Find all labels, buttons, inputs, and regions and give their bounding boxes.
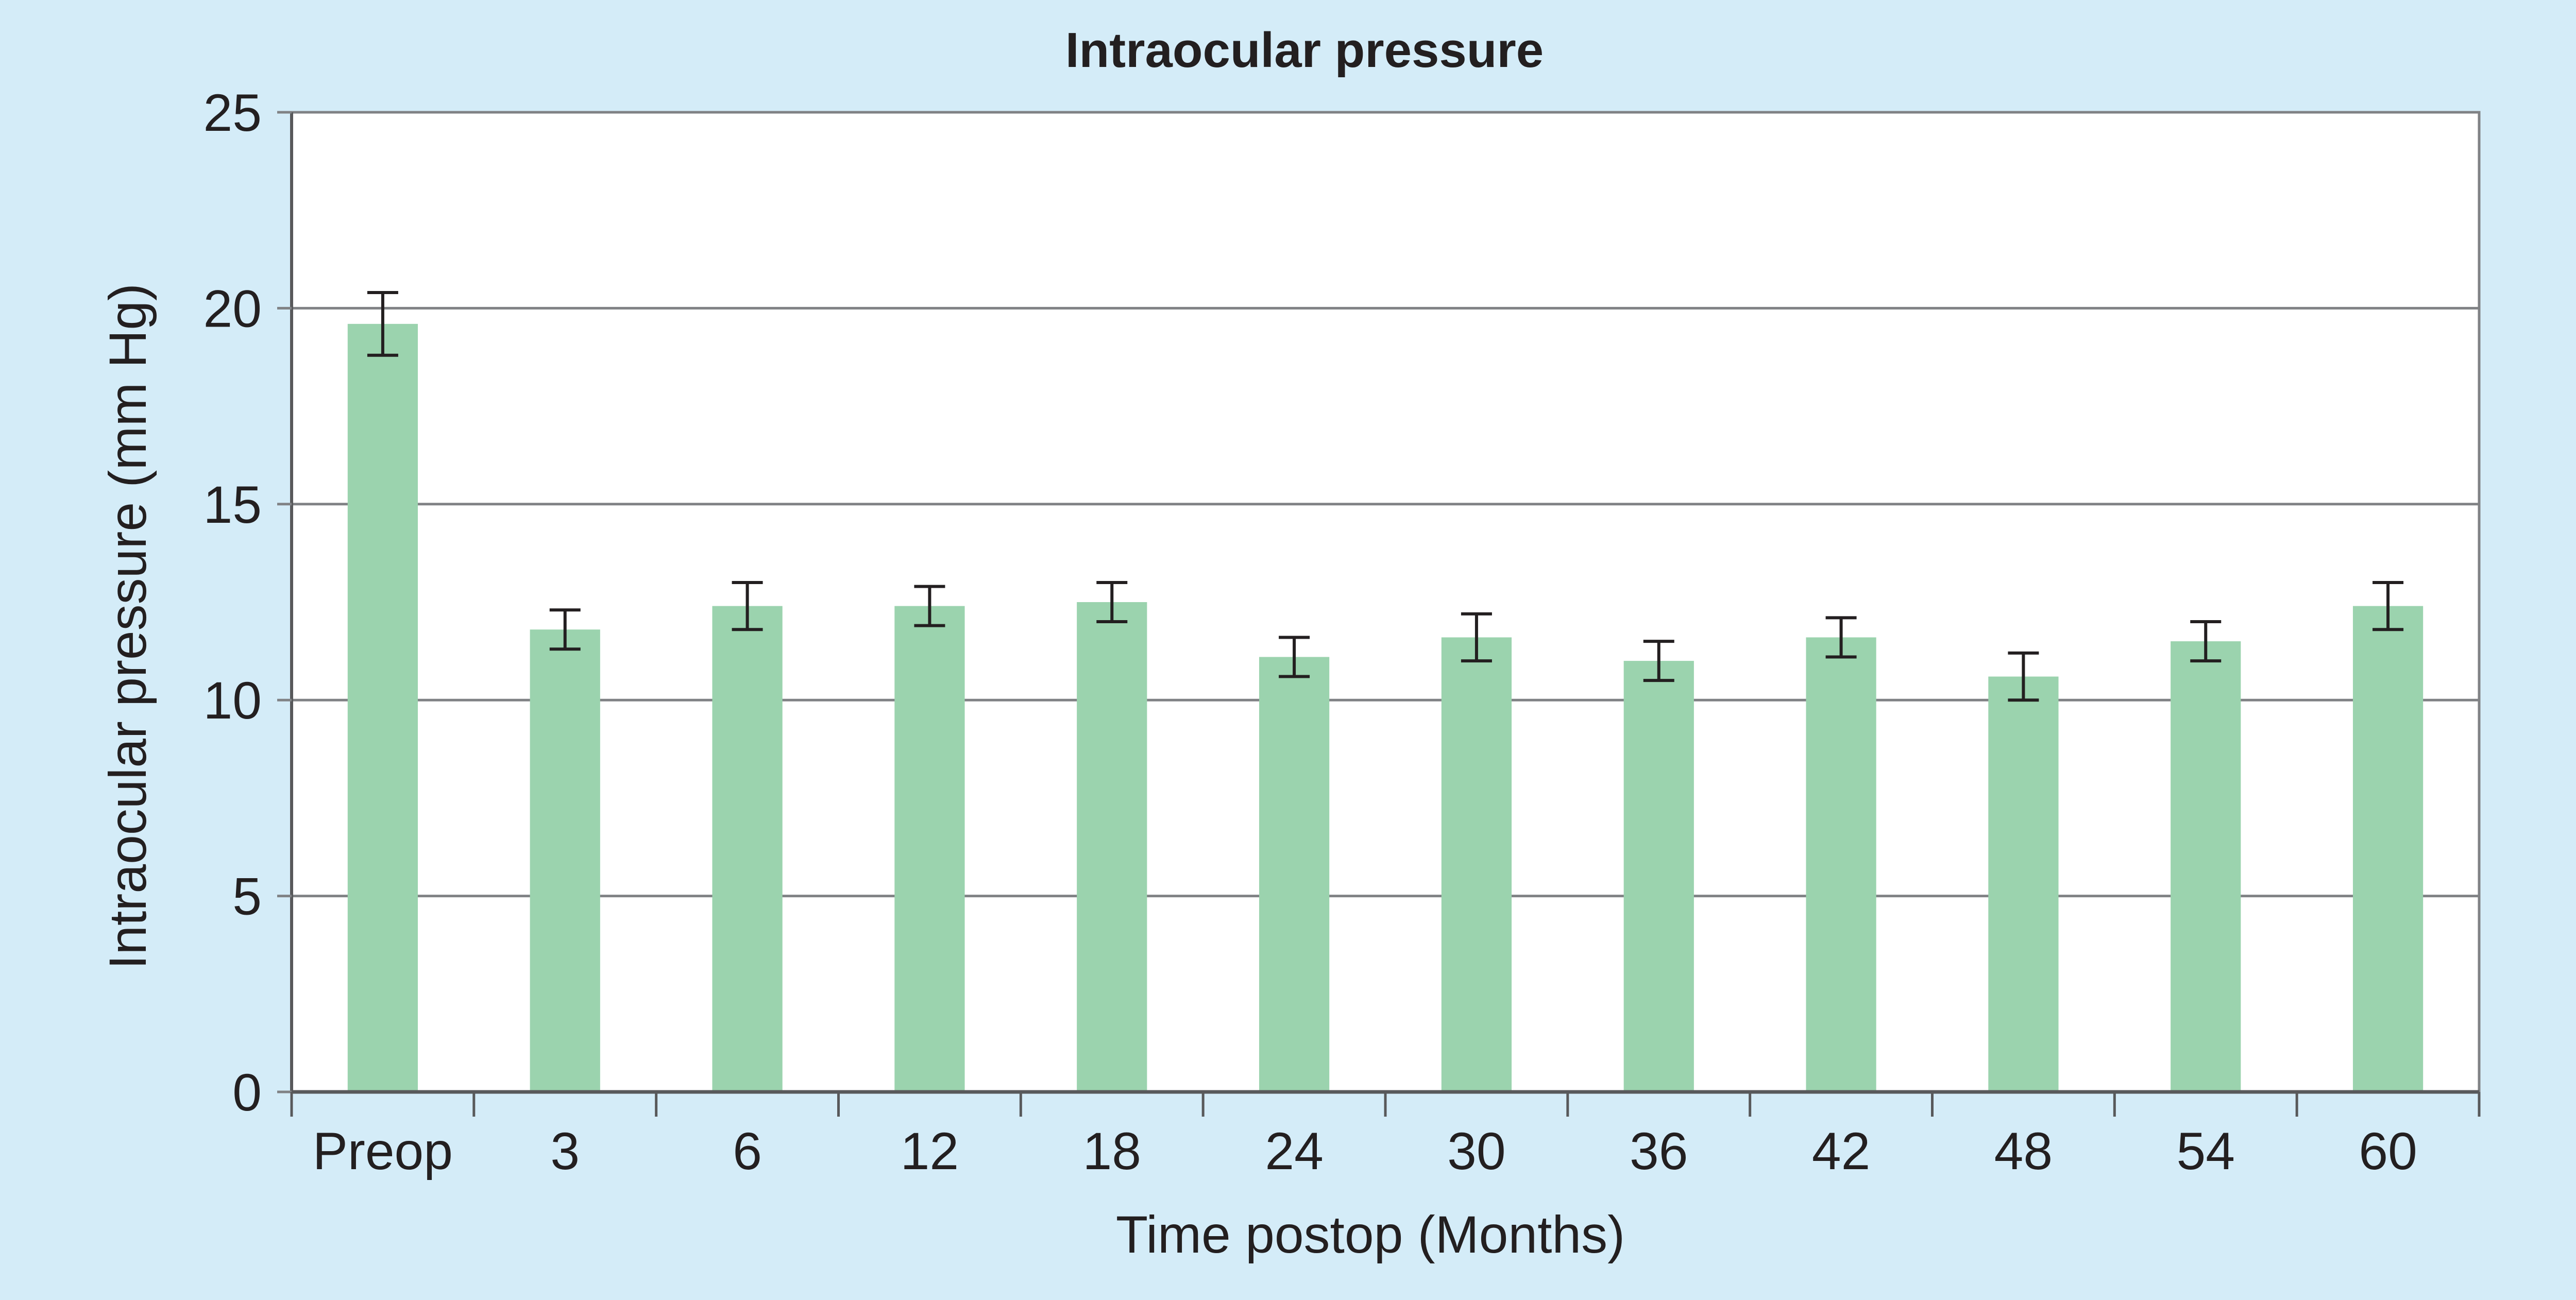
- x-tick-label: 3: [550, 1122, 580, 1181]
- x-tick-label: 30: [1447, 1122, 1505, 1181]
- chart-title: Intraocular pressure: [1065, 23, 1544, 78]
- error-bar: [1825, 616, 1857, 659]
- x-tick-label: 36: [1630, 1122, 1688, 1181]
- bar-6: [712, 606, 783, 1092]
- error-bar: [1096, 580, 1128, 624]
- x-tick-label: Preop: [313, 1122, 453, 1181]
- bar-48: [1988, 676, 2059, 1092]
- error-bar: [549, 608, 581, 651]
- bar-30: [1441, 637, 1512, 1092]
- x-tick-label: 24: [1265, 1122, 1323, 1181]
- bars: [347, 323, 2424, 1092]
- bar-3: [530, 629, 600, 1092]
- gridlines: [292, 111, 2479, 898]
- x-tick-label: 42: [1812, 1122, 1870, 1181]
- y-tick-label: 5: [232, 867, 262, 926]
- bar-36: [1623, 661, 1694, 1092]
- error-bar: [2008, 651, 2039, 702]
- bar-18: [1077, 602, 1147, 1092]
- y-tick-labels: 0 5 10 15 20 25: [204, 83, 292, 1122]
- x-tick-labels: Preop 3 6 12 18 24 30 36 42 48 54 60: [290, 1092, 2481, 1181]
- x-tick-label: 18: [1083, 1122, 1141, 1181]
- x-tick-label: 48: [1994, 1122, 2053, 1181]
- y-tick-label: 10: [204, 671, 262, 730]
- error-bar: [1643, 640, 1674, 682]
- x-axis-label: Time postop (Months): [1116, 1205, 1625, 1264]
- error-bar: [2372, 580, 2404, 631]
- bar-12: [894, 606, 965, 1092]
- x-tick-label: 6: [733, 1122, 762, 1181]
- bar-42: [1806, 637, 1876, 1092]
- error-bar: [1461, 612, 1492, 663]
- error-bar: [367, 290, 398, 357]
- y-tick-label: 0: [232, 1063, 262, 1122]
- bar-preop: [347, 323, 418, 1092]
- bar-60: [2352, 606, 2424, 1092]
- plot-area: [290, 111, 2481, 1093]
- x-tick-label: 60: [2359, 1122, 2417, 1181]
- error-bar: [1279, 636, 1310, 678]
- y-tick-label: 25: [204, 83, 262, 142]
- error-bar: [914, 585, 945, 627]
- error-bars: [367, 290, 2404, 702]
- x-tick-label: 12: [901, 1122, 959, 1181]
- x-tick-label: 54: [2177, 1122, 2235, 1181]
- error-bar: [2190, 620, 2222, 663]
- y-axis-label: Intraocular pressure (mm Hg): [98, 283, 157, 969]
- y-tick-label: 15: [204, 475, 262, 534]
- y-tick-label: 20: [204, 279, 262, 338]
- bar-24: [1259, 657, 1330, 1092]
- error-bar: [732, 580, 763, 631]
- bar-54: [2171, 641, 2241, 1092]
